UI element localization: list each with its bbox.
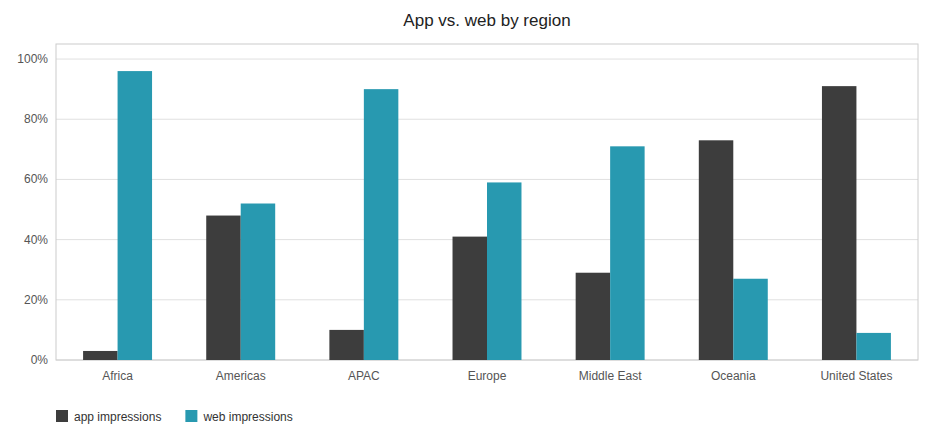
y-tick-label: 0% xyxy=(31,353,49,367)
legend: app impressions web impressions xyxy=(56,410,293,424)
y-tick-label: 100% xyxy=(17,52,48,66)
chart-svg: App vs. web by region 0% 20% 40% 60% 80% 100% A… xyxy=(0,0,938,444)
bar xyxy=(453,237,487,360)
grid-line xyxy=(56,179,918,180)
legend-swatch xyxy=(185,410,197,422)
y-tick-label: 40% xyxy=(24,233,48,247)
y-axis: 0% 20% 40% 60% 80% 100% xyxy=(17,52,48,367)
bar xyxy=(733,279,767,360)
bars xyxy=(83,71,891,360)
bar xyxy=(83,351,117,360)
plot-frame xyxy=(56,44,918,360)
legend-swatch xyxy=(56,410,68,422)
x-tick-label: United States xyxy=(820,369,892,383)
x-axis: Africa Americas APAC Europe Middle East Ocean… xyxy=(102,369,892,383)
y-tick-label: 20% xyxy=(24,293,48,307)
bar xyxy=(329,330,363,360)
chart-title: App vs. web by region xyxy=(403,11,570,30)
chart-container: App vs. web by region 0% 20% 40% 60% 80% 100% A… xyxy=(0,0,938,444)
grid xyxy=(56,59,918,360)
legend-label: web impressions xyxy=(202,410,292,424)
x-tick-label: Americas xyxy=(216,369,266,383)
bar xyxy=(699,140,733,360)
bar xyxy=(487,182,521,360)
legend-label: app impressions xyxy=(74,410,161,424)
x-tick-label: Europe xyxy=(468,369,507,383)
bar xyxy=(576,273,610,360)
bar xyxy=(241,204,275,360)
x-tick-label: Africa xyxy=(102,369,133,383)
grid-line xyxy=(56,59,918,60)
x-tick-label: Oceania xyxy=(711,369,756,383)
x-tick-label: Middle East xyxy=(579,369,642,383)
bar xyxy=(206,216,240,360)
y-tick-label: 60% xyxy=(24,172,48,186)
bar xyxy=(364,89,398,360)
bar xyxy=(822,86,856,360)
grid-line xyxy=(56,119,918,120)
bar xyxy=(610,146,644,360)
bar xyxy=(118,71,152,360)
x-tick-label: APAC xyxy=(348,369,380,383)
bar xyxy=(856,333,890,360)
y-tick-label: 80% xyxy=(24,112,48,126)
